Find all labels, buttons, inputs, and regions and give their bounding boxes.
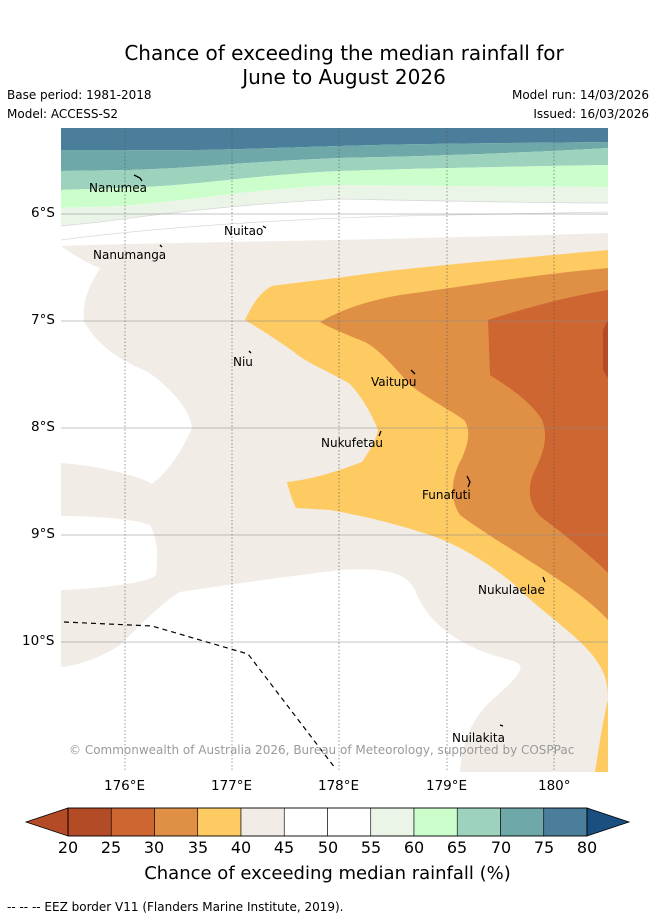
lat-label: 6°S	[31, 205, 55, 221]
colorbar-segment	[197, 807, 242, 837]
colorbar-segment	[327, 807, 372, 837]
lon-label: 177°E	[211, 778, 253, 794]
chart-title-line1: Chance of exceeding the median rainfall …	[124, 41, 564, 65]
colorbar-tick: 20	[57, 838, 79, 857]
place-niu: Niu	[233, 355, 253, 369]
contour-line-55	[61, 198, 608, 227]
contour-65-70	[61, 148, 608, 190]
colorbar-tick: 65	[446, 838, 468, 857]
lon-label: 176°E	[104, 778, 146, 794]
place-vaitupu: Vaitupu	[371, 375, 417, 389]
place-nanumea: Nanumea	[89, 181, 147, 195]
base-period: Base period: 1981-2018	[7, 88, 152, 102]
colorbar-segment	[413, 807, 458, 837]
island-nanumanga	[159, 244, 163, 248]
lon-label: 178°E	[318, 778, 360, 794]
contour-60-65	[61, 165, 608, 208]
island-nuitao	[262, 225, 267, 229]
island-nukulaelae	[542, 576, 546, 583]
islands	[133, 174, 546, 727]
graticule	[124, 128, 555, 772]
colorbar-high-arrow	[586, 807, 631, 837]
eez-footnote: -- -- -- EEZ border V11 (Flanders Marine…	[7, 900, 344, 914]
colorbar-tick: 60	[403, 838, 425, 857]
colorbar-tick: 35	[187, 838, 209, 857]
issued-date: Issued: 16/03/2026	[533, 107, 649, 121]
island-funafuti	[466, 475, 471, 488]
place-nuitao: Nuitao	[224, 224, 264, 238]
island-nukufetau	[378, 430, 382, 437]
contour-25-30	[488, 290, 608, 573]
lat-label: 8°S	[31, 419, 55, 435]
colorbar-tick: 40	[230, 838, 252, 857]
colorbar-segment	[154, 807, 199, 837]
model-run: Model run: 14/03/2026	[511, 88, 649, 102]
eez-border	[63, 621, 336, 769]
colorbar-segment	[500, 807, 545, 837]
lat-label: 10°S	[22, 633, 55, 649]
colorbar-segment	[543, 807, 588, 837]
colorbar-tick: 80	[576, 838, 598, 857]
contour-70-75	[61, 142, 608, 171]
colorbar-segment	[456, 807, 501, 837]
contour-55-60	[61, 185, 608, 226]
lat-label: 7°S	[31, 312, 55, 328]
model-name: Model: ACCESS-S2	[7, 107, 119, 121]
colorbar-tick: 70	[490, 838, 512, 857]
island-niu	[248, 350, 252, 354]
colorbar-label: Chance of exceeding median rainfall (%)	[144, 863, 511, 884]
colorbar-segment	[67, 807, 112, 837]
place-funafuti: Funafuti	[422, 488, 471, 502]
colorbar-segment	[240, 807, 285, 837]
colorbar-tick: 45	[273, 838, 295, 857]
place-nukulaelae: Nukulaelae	[478, 583, 545, 597]
colorbar-tick: 25	[100, 838, 122, 857]
island-nanumea	[133, 174, 143, 182]
lon-label: 180°	[538, 778, 571, 794]
lon-label: 179°E	[426, 778, 468, 794]
colorbar-low-arrow	[24, 807, 69, 837]
place-nanumanga: Nanumanga	[93, 248, 167, 262]
contour-75-80	[61, 128, 608, 151]
colorbar-segment	[283, 807, 328, 837]
colorbar-tick: 50	[317, 838, 339, 857]
colorbar	[24, 807, 631, 837]
colorbar-segment	[110, 807, 155, 837]
island-nuilakita	[499, 724, 504, 727]
colorbar-segment	[370, 807, 415, 837]
graticule-lat	[61, 213, 608, 643]
place-nukufetau: Nukufetau	[321, 436, 384, 450]
lat-label: 9°S	[31, 526, 55, 542]
colorbar-tick: 55	[360, 838, 382, 857]
map-contours	[61, 128, 608, 772]
colorbar-tick: 75	[533, 838, 555, 857]
copyright-notice: © Commonwealth of Australia 2026, Bureau…	[69, 743, 575, 757]
colorbar-tick: 30	[143, 838, 165, 857]
island-vaitupu	[410, 369, 416, 375]
chart-title-line2: June to August 2026	[242, 65, 446, 89]
place-nuilakita: Nuilakita	[452, 731, 505, 745]
